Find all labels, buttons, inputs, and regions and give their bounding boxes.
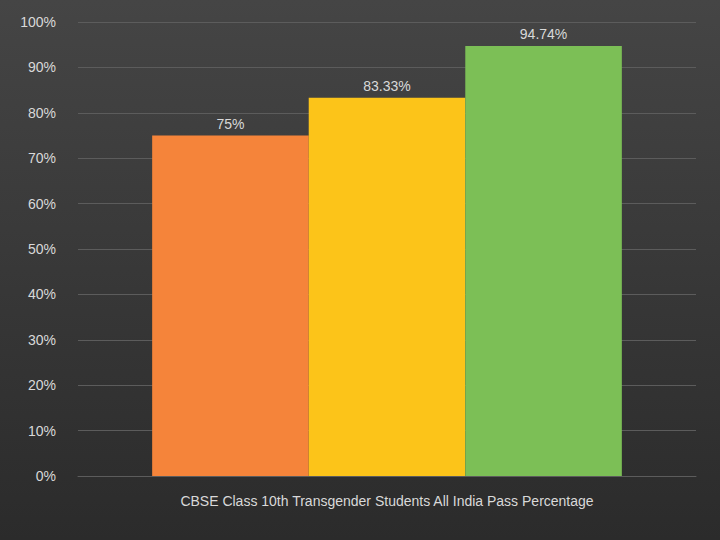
- svg-text:100%: 100%: [20, 14, 56, 30]
- svg-text:CBSE Class 10th Transgender St: CBSE Class 10th Transgender Students All…: [180, 493, 593, 509]
- svg-text:70%: 70%: [28, 150, 56, 166]
- svg-text:40%: 40%: [28, 286, 56, 302]
- svg-text:50%: 50%: [28, 241, 56, 257]
- svg-text:0%: 0%: [36, 468, 56, 484]
- svg-text:83.33%: 83.33%: [363, 78, 410, 94]
- svg-text:10%: 10%: [28, 423, 56, 439]
- svg-text:94.74%: 94.74%: [520, 26, 567, 42]
- svg-text:80%: 80%: [28, 105, 56, 121]
- svg-text:30%: 30%: [28, 332, 56, 348]
- svg-text:90%: 90%: [28, 59, 56, 75]
- svg-text:20%: 20%: [28, 377, 56, 393]
- svg-text:75%: 75%: [216, 116, 244, 132]
- svg-text:60%: 60%: [28, 196, 56, 212]
